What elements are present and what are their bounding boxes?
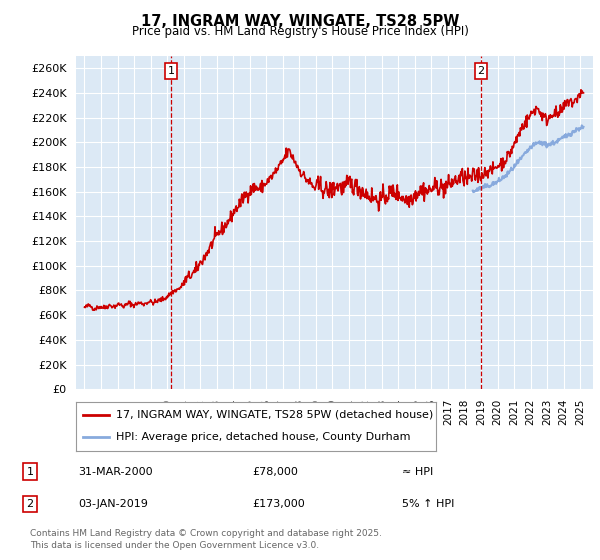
Text: 2: 2	[478, 66, 485, 76]
Text: 31-MAR-2000: 31-MAR-2000	[78, 466, 152, 477]
Text: HPI: Average price, detached house, County Durham: HPI: Average price, detached house, Coun…	[116, 432, 410, 442]
Text: 1: 1	[26, 466, 34, 477]
Text: 1: 1	[168, 66, 175, 76]
Text: Contains HM Land Registry data © Crown copyright and database right 2025.: Contains HM Land Registry data © Crown c…	[30, 529, 382, 538]
Text: £173,000: £173,000	[252, 499, 305, 509]
Text: 5% ↑ HPI: 5% ↑ HPI	[402, 499, 454, 509]
Text: 17, INGRAM WAY, WINGATE, TS28 5PW (detached house): 17, INGRAM WAY, WINGATE, TS28 5PW (detac…	[116, 410, 433, 420]
Text: 17, INGRAM WAY, WINGATE, TS28 5PW: 17, INGRAM WAY, WINGATE, TS28 5PW	[141, 14, 459, 29]
Text: This data is licensed under the Open Government Licence v3.0.: This data is licensed under the Open Gov…	[30, 541, 319, 550]
Text: 2: 2	[26, 499, 34, 509]
Text: Price paid vs. HM Land Registry's House Price Index (HPI): Price paid vs. HM Land Registry's House …	[131, 25, 469, 38]
Text: 03-JAN-2019: 03-JAN-2019	[78, 499, 148, 509]
Text: ≈ HPI: ≈ HPI	[402, 466, 433, 477]
Text: £78,000: £78,000	[252, 466, 298, 477]
